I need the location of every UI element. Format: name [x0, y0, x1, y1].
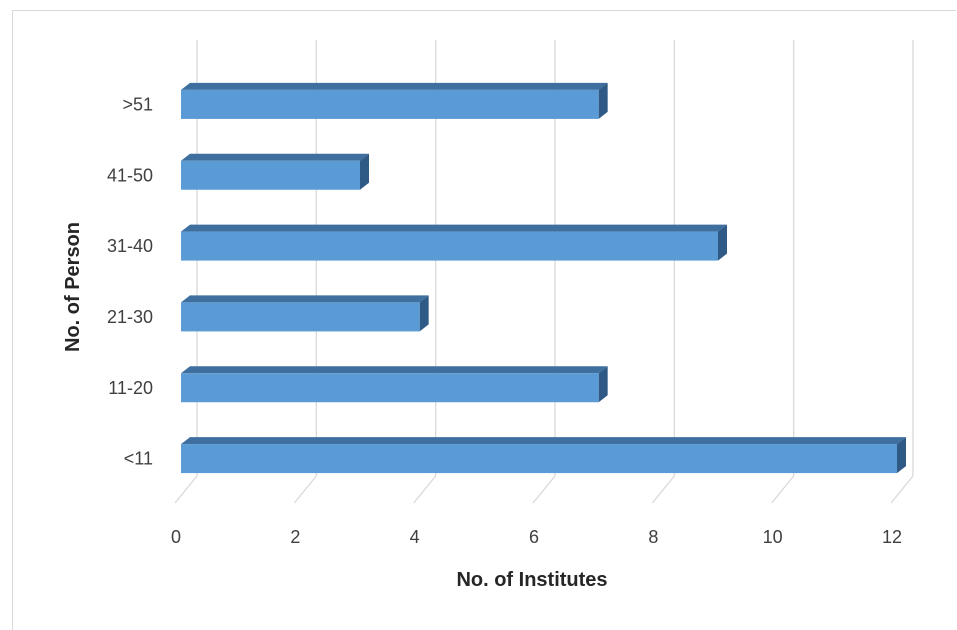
- x-tick-labels: 0 2 4 6 8 10 12: [171, 527, 902, 547]
- y-axis-title: No. of Person: [62, 222, 84, 352]
- bar: [181, 82, 608, 119]
- bar-top: [181, 366, 608, 374]
- bar-front: [181, 444, 897, 474]
- bar-side: [897, 437, 906, 474]
- bar-side: [718, 224, 727, 261]
- bar-front: [181, 160, 360, 190]
- bar-side: [360, 153, 369, 190]
- bar-front: [181, 231, 718, 261]
- y-tick-label: 21-30: [107, 307, 153, 327]
- bar-front: [181, 302, 420, 332]
- bar-side: [598, 82, 608, 119]
- y-tick-label: 41-50: [107, 165, 153, 185]
- floor-line: [890, 475, 914, 504]
- floor-line: [174, 475, 198, 504]
- x-tick-label: 10: [763, 527, 783, 547]
- bar: [181, 295, 429, 332]
- bar-top: [181, 153, 369, 161]
- bar: [181, 224, 727, 261]
- x-tick-label: 12: [882, 527, 902, 547]
- bar-front: [181, 373, 599, 403]
- y-tick-labels: <11 11-20 21-30 31-40 41-50 >51: [107, 94, 153, 468]
- bar-top: [181, 295, 429, 303]
- floor-line: [532, 475, 556, 504]
- bar-top: [181, 82, 608, 90]
- x-tick-label: 4: [410, 527, 420, 547]
- floor-line: [413, 475, 437, 504]
- y-tick-label: <11: [124, 449, 153, 469]
- y-tick-label: 11-20: [108, 378, 153, 398]
- bar-top: [181, 224, 727, 232]
- y-tick-label: 31-40: [107, 236, 153, 256]
- bar-side: [419, 295, 429, 332]
- x-axis-title: No. of Institutes: [456, 569, 607, 591]
- bars: [181, 82, 906, 474]
- x-tick-label: 6: [529, 527, 539, 547]
- x-tick-label: 0: [171, 527, 181, 547]
- y-tick-label: >51: [122, 94, 153, 114]
- bar: [181, 366, 608, 403]
- bar-front: [181, 89, 599, 119]
- bar: [181, 437, 906, 474]
- chart-frame: [12, 10, 956, 630]
- x-tick-label: 8: [648, 527, 658, 547]
- floor-line: [293, 475, 317, 504]
- bar: [181, 153, 369, 190]
- bar-top: [181, 437, 906, 445]
- x-tick-label: 2: [290, 527, 300, 547]
- floor-line: [651, 475, 675, 504]
- bar-side: [598, 366, 608, 403]
- floor-line: [771, 475, 795, 504]
